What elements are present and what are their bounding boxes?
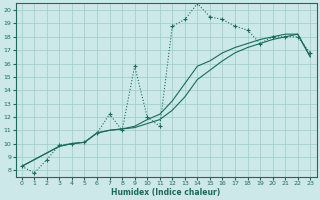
X-axis label: Humidex (Indice chaleur): Humidex (Indice chaleur)	[111, 188, 221, 197]
